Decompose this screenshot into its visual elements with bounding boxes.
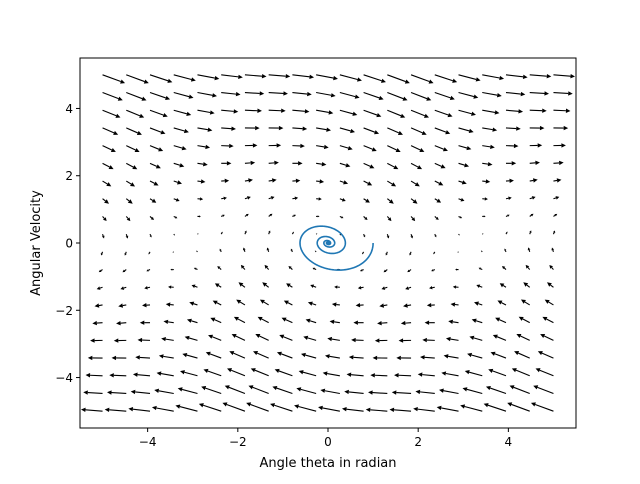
field-arrow	[244, 250, 245, 252]
field-arrow	[269, 110, 282, 111]
field-arrow	[292, 216, 294, 217]
field-arrow	[506, 233, 507, 234]
field-arrow	[102, 252, 103, 254]
field-arrow	[315, 269, 317, 270]
field-arrow	[353, 357, 363, 358]
field-arrow	[459, 216, 461, 217]
field-arrow	[553, 180, 557, 181]
field-arrow	[363, 252, 364, 253]
field-arrow	[316, 251, 317, 252]
field-arrow	[530, 232, 531, 234]
field-arrow	[364, 234, 365, 235]
x-tick-label: 4	[505, 435, 513, 449]
field-arrow	[174, 216, 176, 217]
y-tick-label: −2	[55, 304, 73, 318]
field-arrow	[148, 270, 150, 271]
x-tick-label: 0	[324, 435, 332, 449]
field-arrow	[340, 216, 342, 217]
field-arrow	[245, 232, 246, 234]
x-tick-label: −2	[229, 435, 247, 449]
field-arrow	[530, 180, 534, 181]
field-arrow	[269, 232, 270, 234]
field-arrow	[292, 128, 302, 129]
field-arrow	[433, 270, 435, 271]
field-arrow	[384, 305, 388, 306]
field-arrow	[459, 234, 460, 235]
field-arrow	[340, 234, 341, 235]
y-tick-label: 2	[65, 169, 73, 183]
field-arrow	[530, 110, 543, 111]
field-arrow	[221, 250, 222, 251]
field-arrow	[149, 252, 150, 253]
field-arrow	[245, 180, 249, 181]
field-arrow	[387, 234, 388, 236]
field-arrow	[387, 252, 388, 254]
field-arrow	[221, 216, 223, 217]
field-arrow	[292, 233, 293, 234]
y-tick-label: −4	[55, 371, 73, 385]
field-arrow	[126, 252, 127, 254]
x-tick-label: 2	[414, 435, 422, 449]
field-arrow	[482, 251, 483, 252]
field-arrow	[221, 233, 222, 234]
field-arrow	[506, 128, 516, 129]
y-axis-label: Angular Velocity	[29, 190, 44, 296]
field-arrow	[435, 234, 436, 235]
field-arrow	[399, 375, 412, 376]
field-arrow	[505, 250, 506, 251]
field-arrow	[407, 305, 411, 306]
field-arrow	[221, 128, 231, 129]
field-arrow	[410, 252, 411, 254]
field-arrow	[174, 234, 175, 235]
field-arrow	[140, 357, 150, 358]
field-arrow	[425, 357, 435, 358]
y-tick-label: 0	[65, 237, 73, 251]
field-arrow	[362, 270, 364, 271]
field-arrow	[99, 305, 103, 306]
field-arrow	[197, 251, 198, 252]
field-arrow	[553, 250, 554, 252]
field-arrow	[553, 233, 554, 235]
field-arrow	[268, 250, 269, 252]
field-arrow	[292, 250, 293, 251]
field-arrow	[114, 375, 127, 376]
field-arrow	[529, 250, 530, 252]
field-arrow	[196, 269, 198, 270]
field-arrow	[150, 234, 151, 235]
field-arrow	[123, 305, 127, 306]
field-arrow	[269, 180, 273, 181]
field-arrow	[411, 234, 412, 236]
field-arrow	[553, 110, 566, 111]
field-arrow	[506, 216, 508, 217]
field-arrow	[90, 375, 103, 376]
field-arrow	[126, 234, 127, 236]
field-arrow	[375, 375, 388, 376]
field-arrow	[103, 234, 104, 236]
field-arrow	[481, 269, 483, 270]
field-arrow	[245, 110, 258, 111]
y-tick-label: 4	[65, 102, 73, 116]
field-arrow	[434, 252, 435, 253]
x-tick-label: −4	[139, 435, 157, 449]
x-axis-label: Angle theta in radian	[259, 456, 396, 471]
